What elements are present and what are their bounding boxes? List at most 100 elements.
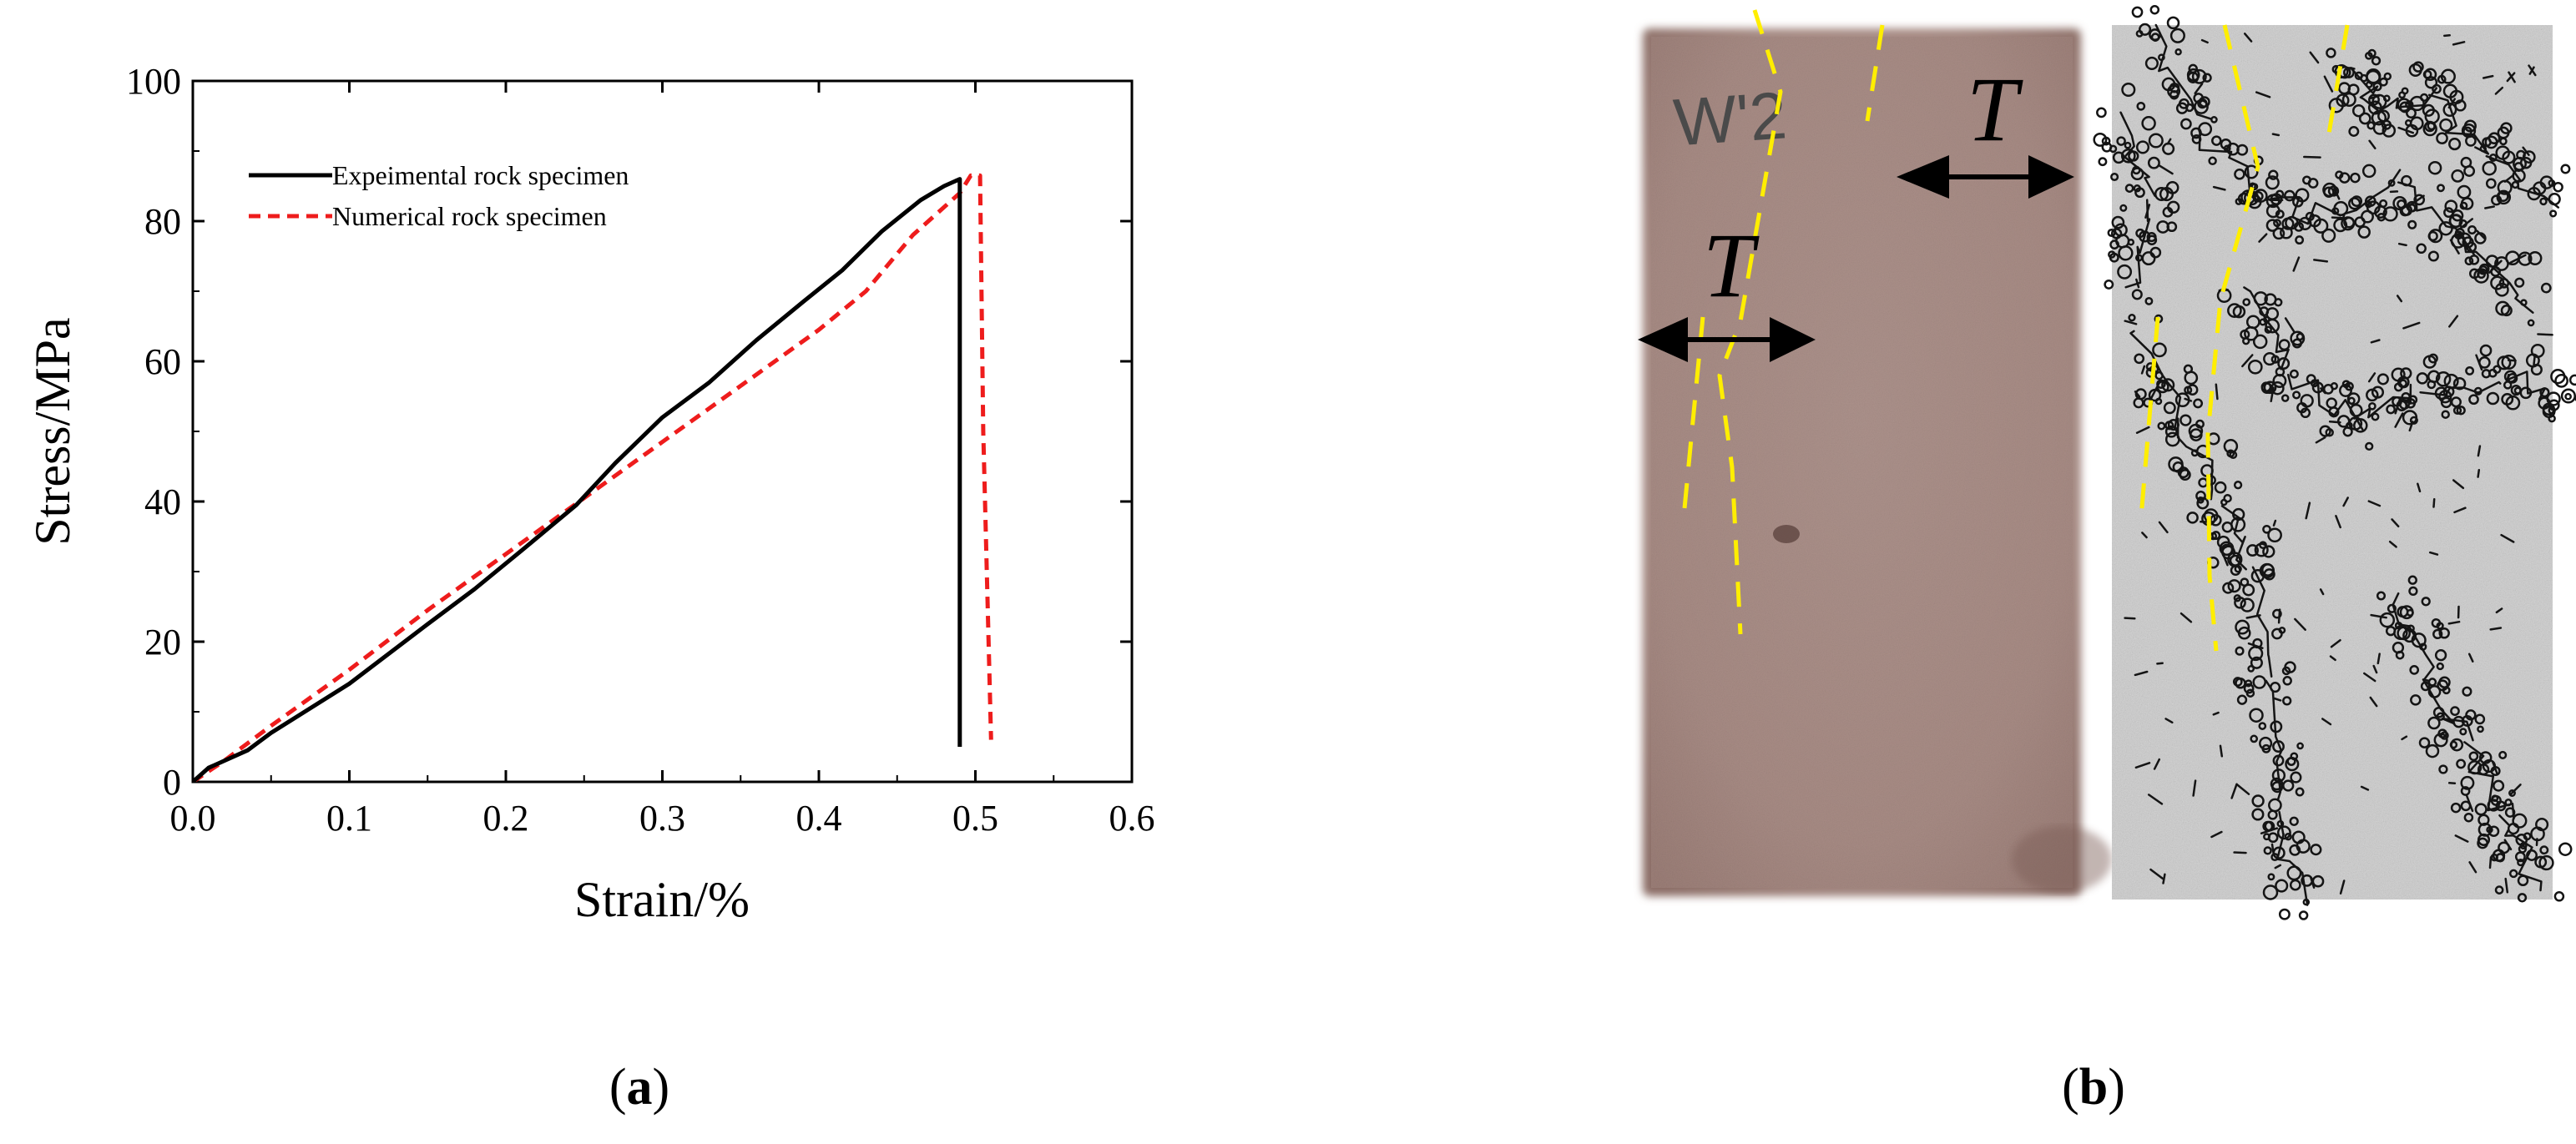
crack-cluster [2166, 16, 2180, 30]
crack-path [2375, 87, 2438, 114]
crack-cluster [2274, 298, 2283, 307]
crack-cluster [2436, 132, 2448, 145]
crack-cluster [2498, 750, 2508, 759]
crack-cluster [2460, 786, 2471, 796]
crack-cluster [2560, 164, 2571, 174]
micro-crack [2330, 638, 2341, 648]
tension-arrow-left: T [1638, 214, 1816, 362]
crack-cluster [2351, 195, 2363, 207]
crack-cluster [2517, 893, 2528, 903]
crack-cluster [2275, 879, 2289, 893]
crack-cluster [2478, 814, 2490, 826]
y-axis-ticks: 0 20 40 60 80 100 [126, 61, 1132, 803]
y-tick-label: 20 [144, 622, 181, 663]
crack-cluster [2250, 734, 2259, 743]
crack-cluster [2528, 250, 2543, 266]
crack-cluster [2284, 661, 2296, 673]
crack-cluster [2245, 688, 2255, 698]
crack-cluster [2199, 96, 2210, 108]
crack-cluster [2236, 144, 2249, 156]
crack-cluster [2264, 325, 2272, 334]
crack-cluster [2226, 449, 2235, 458]
crack-cluster [2368, 401, 2376, 411]
crack-cluster [2242, 583, 2255, 597]
crack-cluster [2296, 742, 2304, 750]
crack-cluster [2419, 93, 2429, 103]
crack-cluster [2439, 118, 2453, 132]
micro-crack [2270, 843, 2275, 855]
crack-cluster [2514, 277, 2525, 288]
crack-cluster [2438, 764, 2448, 774]
crack-cluster [2262, 884, 2279, 900]
crack-cluster [2452, 406, 2462, 416]
crack-cluster [2186, 512, 2199, 524]
crack-cluster [2184, 386, 2193, 395]
micro-crack [2309, 51, 2320, 64]
crack-cluster [2289, 816, 2299, 826]
crack-cluster [2387, 179, 2396, 187]
experimental-fracture-lines [1681, 9, 1885, 635]
micro-crack [2222, 553, 2229, 567]
crack-cluster [2111, 215, 2125, 229]
crack-cluster [2250, 569, 2265, 583]
crack-path [2419, 380, 2502, 396]
tension-head-left-a [1638, 317, 1688, 362]
y-tick-label: 60 [144, 341, 181, 382]
crack-cluster [2139, 23, 2152, 36]
crack-cluster [2353, 418, 2368, 433]
crack-cluster [2336, 93, 2350, 108]
crack-cluster [2538, 854, 2554, 871]
series-line-experimental [193, 177, 962, 782]
crack-cluster [2227, 579, 2241, 593]
crack-cluster [2454, 99, 2467, 112]
crack-cluster [2348, 126, 2360, 137]
micro-crack [2184, 397, 2193, 402]
crack-cluster [2438, 676, 2451, 688]
crack-cluster [2108, 250, 2116, 259]
tension-head-left-b [1770, 317, 1816, 362]
crack-cluster [2237, 626, 2251, 640]
crack-cluster [2450, 706, 2460, 716]
crack-cluster [2265, 219, 2280, 232]
micro-crack [2372, 664, 2378, 674]
crack-cluster [2278, 908, 2291, 920]
crack-cluster [2247, 359, 2263, 375]
micro-crack [2305, 501, 2311, 520]
crack-cluster [2161, 378, 2175, 392]
crack-cluster [2442, 83, 2458, 98]
crack-cluster [2276, 825, 2291, 840]
crack-cluster [2282, 676, 2292, 686]
micro-crack [2219, 744, 2224, 758]
crack-cluster [2117, 264, 2133, 280]
micro-crack [2200, 38, 2209, 44]
micro-crack [2313, 259, 2329, 263]
crack-path [2265, 679, 2283, 802]
crack-cluster [2379, 612, 2396, 628]
micro-crack [2468, 861, 2478, 874]
micro-crack [2150, 382, 2160, 400]
legend-label-numerical: Numerical rock specimen [332, 201, 607, 231]
crack-cluster [2174, 48, 2182, 56]
crack-cluster [2284, 833, 2292, 841]
crack-cluster [2409, 665, 2420, 675]
micro-crack [2156, 662, 2164, 665]
crack-cluster [2387, 603, 2397, 613]
micro-crack [2432, 497, 2436, 508]
crack-cluster [2376, 591, 2387, 601]
crack-cluster [2278, 626, 2286, 634]
crack-cluster [2422, 355, 2437, 369]
y-tick-label: 100 [126, 61, 181, 102]
crack-cluster [2154, 186, 2169, 202]
crack-cluster [2505, 395, 2521, 411]
crack-cluster [2343, 216, 2356, 229]
crack-cluster [2284, 189, 2296, 202]
crack-cluster [2494, 885, 2504, 895]
crack-cluster [2302, 175, 2311, 185]
crack-path [2504, 828, 2543, 892]
series-layer [193, 173, 993, 782]
micro-crack [2277, 608, 2281, 624]
micro-crack [2367, 372, 2376, 383]
crack-network [2093, 4, 2576, 920]
crack-path [2353, 383, 2412, 420]
